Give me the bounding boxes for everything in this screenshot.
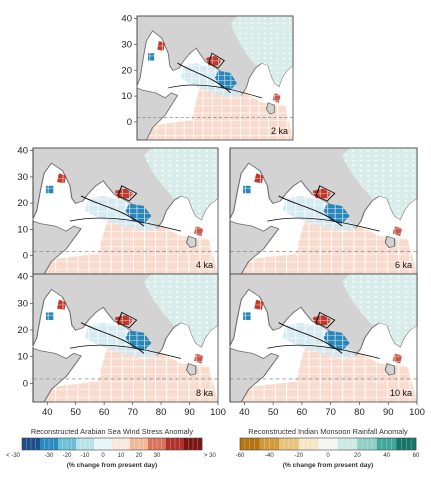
lat-tick-label: 0 [127,117,132,128]
panel-age-label: 8 ka [196,388,213,398]
map-panel: 10 ka [229,273,418,403]
lat-tick-label: 10 [17,352,28,363]
panel-age-label: 10 ka [390,388,412,398]
lon-tick-label: 60 [297,407,308,418]
map-panels: 2 ka 4 ka 6 ka 8 ka 10 ka [32,15,418,403]
colorbar-tick-label: -20 [294,453,303,459]
map-panel: 6 ka [229,147,418,275]
rain-colorbar-title: Reconstructed Indian Monsoon Rainfall An… [248,427,408,436]
lon-tick-label: 90 [184,407,195,418]
map-panel: 2 ka [136,15,294,141]
lat-tick-label: 10 [17,224,28,235]
colorbar-tick-label: > 30 [204,453,217,459]
lon-tick-label: 100 [409,407,425,418]
colorbar-tick-label: < -30 [6,453,21,459]
rainfall-colorbar: -60 -40 -20 0 20 40 60 [236,437,420,459]
lat-tick-label: 0 [23,251,28,262]
panel-age-label: 2 ka [271,126,288,136]
colorbar-tick-label: 20 [136,453,143,459]
map-panel: 4 ka [32,147,219,275]
lat-tick-label: 30 [17,172,28,183]
colorbar-tick-label: 30 [154,453,161,459]
lat-tick-label: 40 [121,14,132,25]
lat-tick-label: 20 [17,325,28,336]
colorbar-tick-label: -60 [236,453,245,459]
lat-tick-label: 30 [121,39,132,50]
lon-tick-label: 60 [99,407,110,418]
lon-tick-label: 50 [70,407,81,418]
colorbar-tick-label: -30 [45,453,54,459]
colorbar-tick-label: -40 [265,453,274,459]
panel-age-label: 4 ka [196,260,213,270]
panel-age-label: 6 ka [395,260,412,270]
lon-tick-label: 70 [325,407,336,418]
colorbar-tick-label: -10 [81,453,90,459]
colorbar-tick-label: 10 [118,453,125,459]
lon-tick-label: 90 [383,407,394,418]
colorbar-tick-label: -20 [63,453,72,459]
colorbar-tick-label: 60 [413,453,420,459]
lat-tick-label: 40 [17,146,28,157]
map-panel: 8 ka [32,273,219,403]
axis-labels: 0 10 20 30 40 0 10 20 30 40 0 10 20 30 40 40 50 60 70 80 90 1… [17,14,425,418]
lon-tick-label: 50 [268,407,279,418]
colorbar-tick-label: 40 [383,453,390,459]
lon-tick-label: 100 [210,407,226,418]
lat-tick-label: 20 [121,65,132,76]
lon-tick-label: 80 [354,407,365,418]
rain-colorbar-unit: (% change from present day) [282,462,374,469]
lon-tick-label: 40 [239,407,250,418]
lon-tick-label: 70 [127,407,138,418]
colorbar-tick-label: 20 [354,453,361,459]
colorbars: < -30 -30 -20 -10 0 10 20 30 > 30 -60 -40 -20 0 20 40 6… [6,437,420,459]
lat-tick-label: 0 [23,378,28,389]
lon-tick-label: 80 [156,407,167,418]
lon-tick-label: 40 [42,407,53,418]
colorbar-tick-label: 0 [101,453,105,459]
lat-tick-label: 30 [17,298,28,309]
wind-stress-colorbar: < -30 -30 -20 -10 0 10 20 30 > 30 [6,437,217,459]
colorbar-tick-label: 0 [326,453,330,459]
lat-tick-label: 20 [17,198,28,209]
lat-tick-label: 40 [17,272,28,283]
lat-tick-label: 10 [121,91,132,102]
wind-colorbar-title: Reconstructed Arabian Sea Wind Stress An… [30,427,194,436]
wind-colorbar-unit: (% change from present day) [66,462,158,469]
